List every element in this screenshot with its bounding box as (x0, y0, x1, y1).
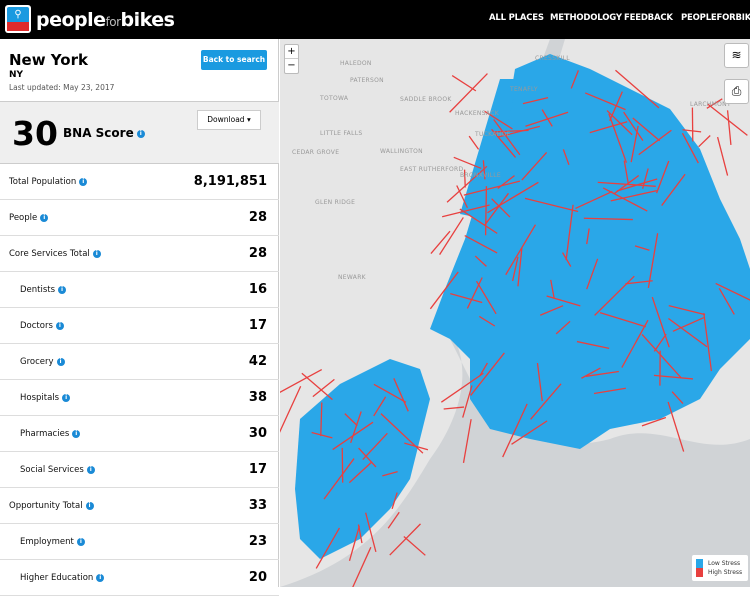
map-place-label: PATERSON (350, 77, 384, 84)
map-place-label: CEDAR GROVE (292, 149, 339, 156)
metric-value: 8,191,851 (194, 174, 267, 189)
print-button[interactable]: ⎙ (724, 79, 749, 104)
metric-value: 16 (249, 282, 267, 297)
info-icon[interactable]: i (93, 250, 101, 258)
metric-value: 23 (249, 534, 267, 549)
info-icon[interactable]: i (62, 394, 70, 402)
nav-all-places[interactable]: ALL PLACES (489, 13, 544, 23)
layers-button[interactable]: ≋ (724, 43, 749, 68)
info-icon[interactable]: i (79, 178, 87, 186)
sidebar: New York NY Last updated: May 23, 2017 B… (0, 39, 279, 587)
map-place-label: BRONXVILLE (460, 172, 501, 179)
info-icon[interactable]: i (87, 466, 95, 474)
metric-value: 38 (249, 390, 267, 405)
back-to-search-button[interactable]: Back to search (201, 50, 267, 70)
metric-value: 28 (249, 246, 267, 261)
map-place-label: TUCKAHOE (475, 131, 511, 138)
high-stress-swatch (696, 568, 703, 577)
info-icon[interactable]: i (40, 214, 48, 222)
map-place-label: SADDLE BROOK (400, 96, 452, 103)
download-button[interactable]: Download ▾ (197, 110, 261, 130)
bna-score-value: 30 (12, 114, 58, 153)
metric-value: 33 (249, 498, 267, 513)
map-place-label: TOTOWA (320, 95, 348, 102)
info-icon[interactable]: i (96, 574, 104, 582)
map-place-label: GLEN RIDGE (315, 199, 355, 206)
metric-value: 20 (249, 570, 267, 585)
info-icon[interactable]: i (58, 286, 66, 294)
metric-value: 17 (249, 462, 267, 477)
nav-peopleforbikes[interactable]: PEOPLEFORBIKES (681, 13, 750, 23)
map-place-label: HACKENSACK (455, 110, 499, 117)
state-name: NY (9, 70, 23, 80)
map-place-label: HALEDON (340, 60, 372, 67)
info-icon[interactable]: i (56, 322, 64, 330)
zoom-out-button[interactable]: − (285, 59, 298, 73)
metric-value: 30 (249, 426, 267, 441)
metric-value: 42 (249, 354, 267, 369)
metric-value: 28 (249, 210, 267, 225)
info-icon[interactable]: i (72, 430, 80, 438)
top-bar: ⚲ peopleforbikes ALL PLACES METHODOLOGY … (0, 0, 750, 39)
caret-down-icon: ▾ (247, 115, 251, 124)
map-legend: Low Stress High Stress (692, 555, 748, 581)
zoom-in-button[interactable]: + (285, 45, 298, 59)
map-place-label: NEWARK (338, 274, 366, 281)
nav-methodology[interactable]: METHODOLOGY (550, 13, 622, 23)
legend-high-stress: High Stress (708, 569, 742, 576)
map-place-label: WALLINGTON (380, 148, 423, 155)
map-place-label: TENAFLY (510, 86, 538, 93)
metric-value: 17 (249, 318, 267, 333)
map-canvas[interactable] (280, 39, 750, 587)
logo[interactable]: ⚲ (5, 5, 31, 33)
nav-feedback[interactable]: FEEDBACK (624, 13, 673, 23)
info-icon[interactable]: i (57, 358, 65, 366)
printer-icon: ⎙ (732, 84, 742, 98)
info-icon[interactable]: i (77, 538, 85, 546)
brand-name[interactable]: peopleforbikes (36, 9, 174, 31)
info-icon[interactable]: i (86, 502, 94, 510)
bike-icon: ⚲ (7, 7, 29, 22)
map-place-label: CRESSKILL (535, 55, 570, 62)
legend-low-stress: Low Stress (708, 560, 740, 567)
low-stress-swatch (696, 559, 703, 568)
city-name: New York (9, 51, 88, 69)
layers-icon: ≋ (731, 48, 741, 62)
info-icon[interactable]: i (137, 130, 145, 138)
zoom-control: + − (284, 44, 299, 74)
high-stress-road (486, 186, 487, 235)
map-place-label: LITTLE FALLS (320, 130, 362, 137)
map-place-label: EAST RUTHERFORD (400, 166, 463, 173)
last-updated: Last updated: May 23, 2017 (9, 83, 114, 92)
